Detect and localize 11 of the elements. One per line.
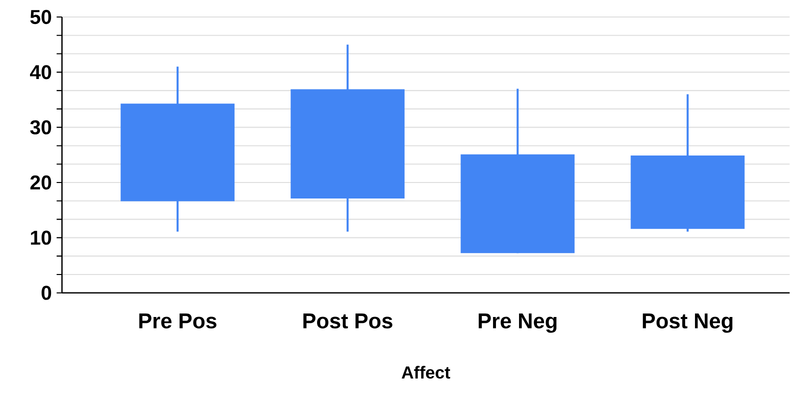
x-tick-label: Post Neg: [642, 314, 732, 333]
x-tick-label: Pre Neg: [478, 314, 556, 333]
x-axis-title: Affect: [402, 366, 450, 379]
y-tick-label: 40: [30, 65, 52, 80]
y-tick-label: 30: [30, 120, 52, 135]
y-tick-label: 0: [42, 286, 52, 300]
y-tick-label: 50: [30, 10, 52, 24]
x-tick-label: Post Pos: [303, 314, 392, 329]
y-tick-label: 20: [30, 176, 52, 190]
x-tick-label: Pre Pos: [139, 314, 216, 329]
y-tick-label: 10: [30, 230, 52, 245]
